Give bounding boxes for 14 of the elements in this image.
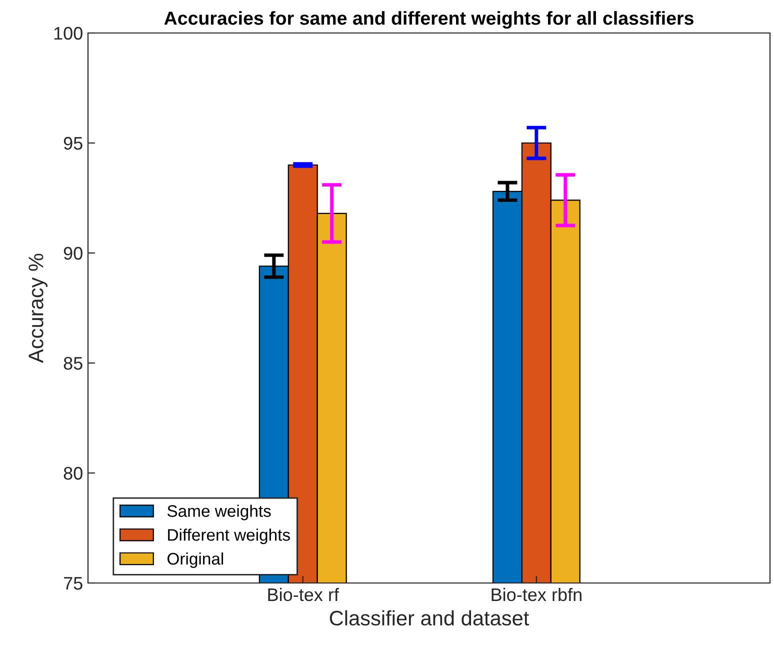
x-tick-label: Bio-tex rbfn	[492, 588, 582, 602]
legend-label: Same weights	[167, 504, 271, 520]
y-tick-label: 100	[54, 26, 82, 40]
legend-label: Different weights	[168, 528, 290, 544]
chart-title: Accuracies for same and different weights for all classifiers	[164, 11, 694, 29]
y-tick-label: 80	[64, 466, 82, 480]
x-tick-label: Bio-tex rf	[268, 588, 340, 602]
y-axis-title: Accuracy %	[28, 254, 48, 363]
legend-label: Original	[168, 552, 224, 568]
y-tick-label: 95	[64, 136, 82, 150]
y-tick-label: 75	[64, 577, 82, 590]
y-tick-label: 90	[64, 246, 82, 260]
x-axis-title: Classifier and dataset	[330, 610, 530, 626]
y-tick-label: 85	[64, 356, 82, 370]
